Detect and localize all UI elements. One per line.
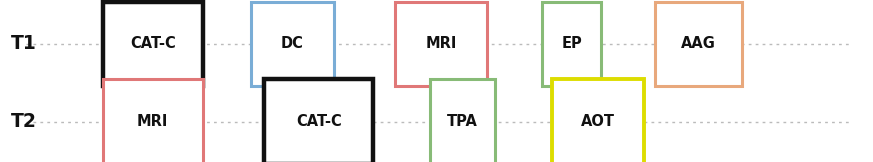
FancyBboxPatch shape — [251, 2, 334, 86]
Text: AOT: AOT — [581, 114, 615, 129]
Text: TPA: TPA — [447, 114, 478, 129]
FancyBboxPatch shape — [430, 79, 496, 162]
Text: T2: T2 — [10, 112, 37, 131]
FancyBboxPatch shape — [395, 2, 487, 86]
Text: AAG: AAG — [681, 36, 716, 51]
FancyBboxPatch shape — [103, 79, 203, 162]
FancyBboxPatch shape — [264, 79, 374, 162]
FancyBboxPatch shape — [103, 2, 203, 86]
Text: EP: EP — [561, 36, 582, 51]
FancyBboxPatch shape — [553, 79, 644, 162]
Text: CAT-C: CAT-C — [130, 36, 175, 51]
Text: MRI: MRI — [425, 36, 457, 51]
Text: T1: T1 — [10, 34, 36, 53]
FancyBboxPatch shape — [542, 2, 601, 86]
FancyBboxPatch shape — [655, 2, 742, 86]
Text: CAT-C: CAT-C — [296, 114, 341, 129]
Text: MRI: MRI — [137, 114, 168, 129]
Text: DC: DC — [281, 36, 304, 51]
